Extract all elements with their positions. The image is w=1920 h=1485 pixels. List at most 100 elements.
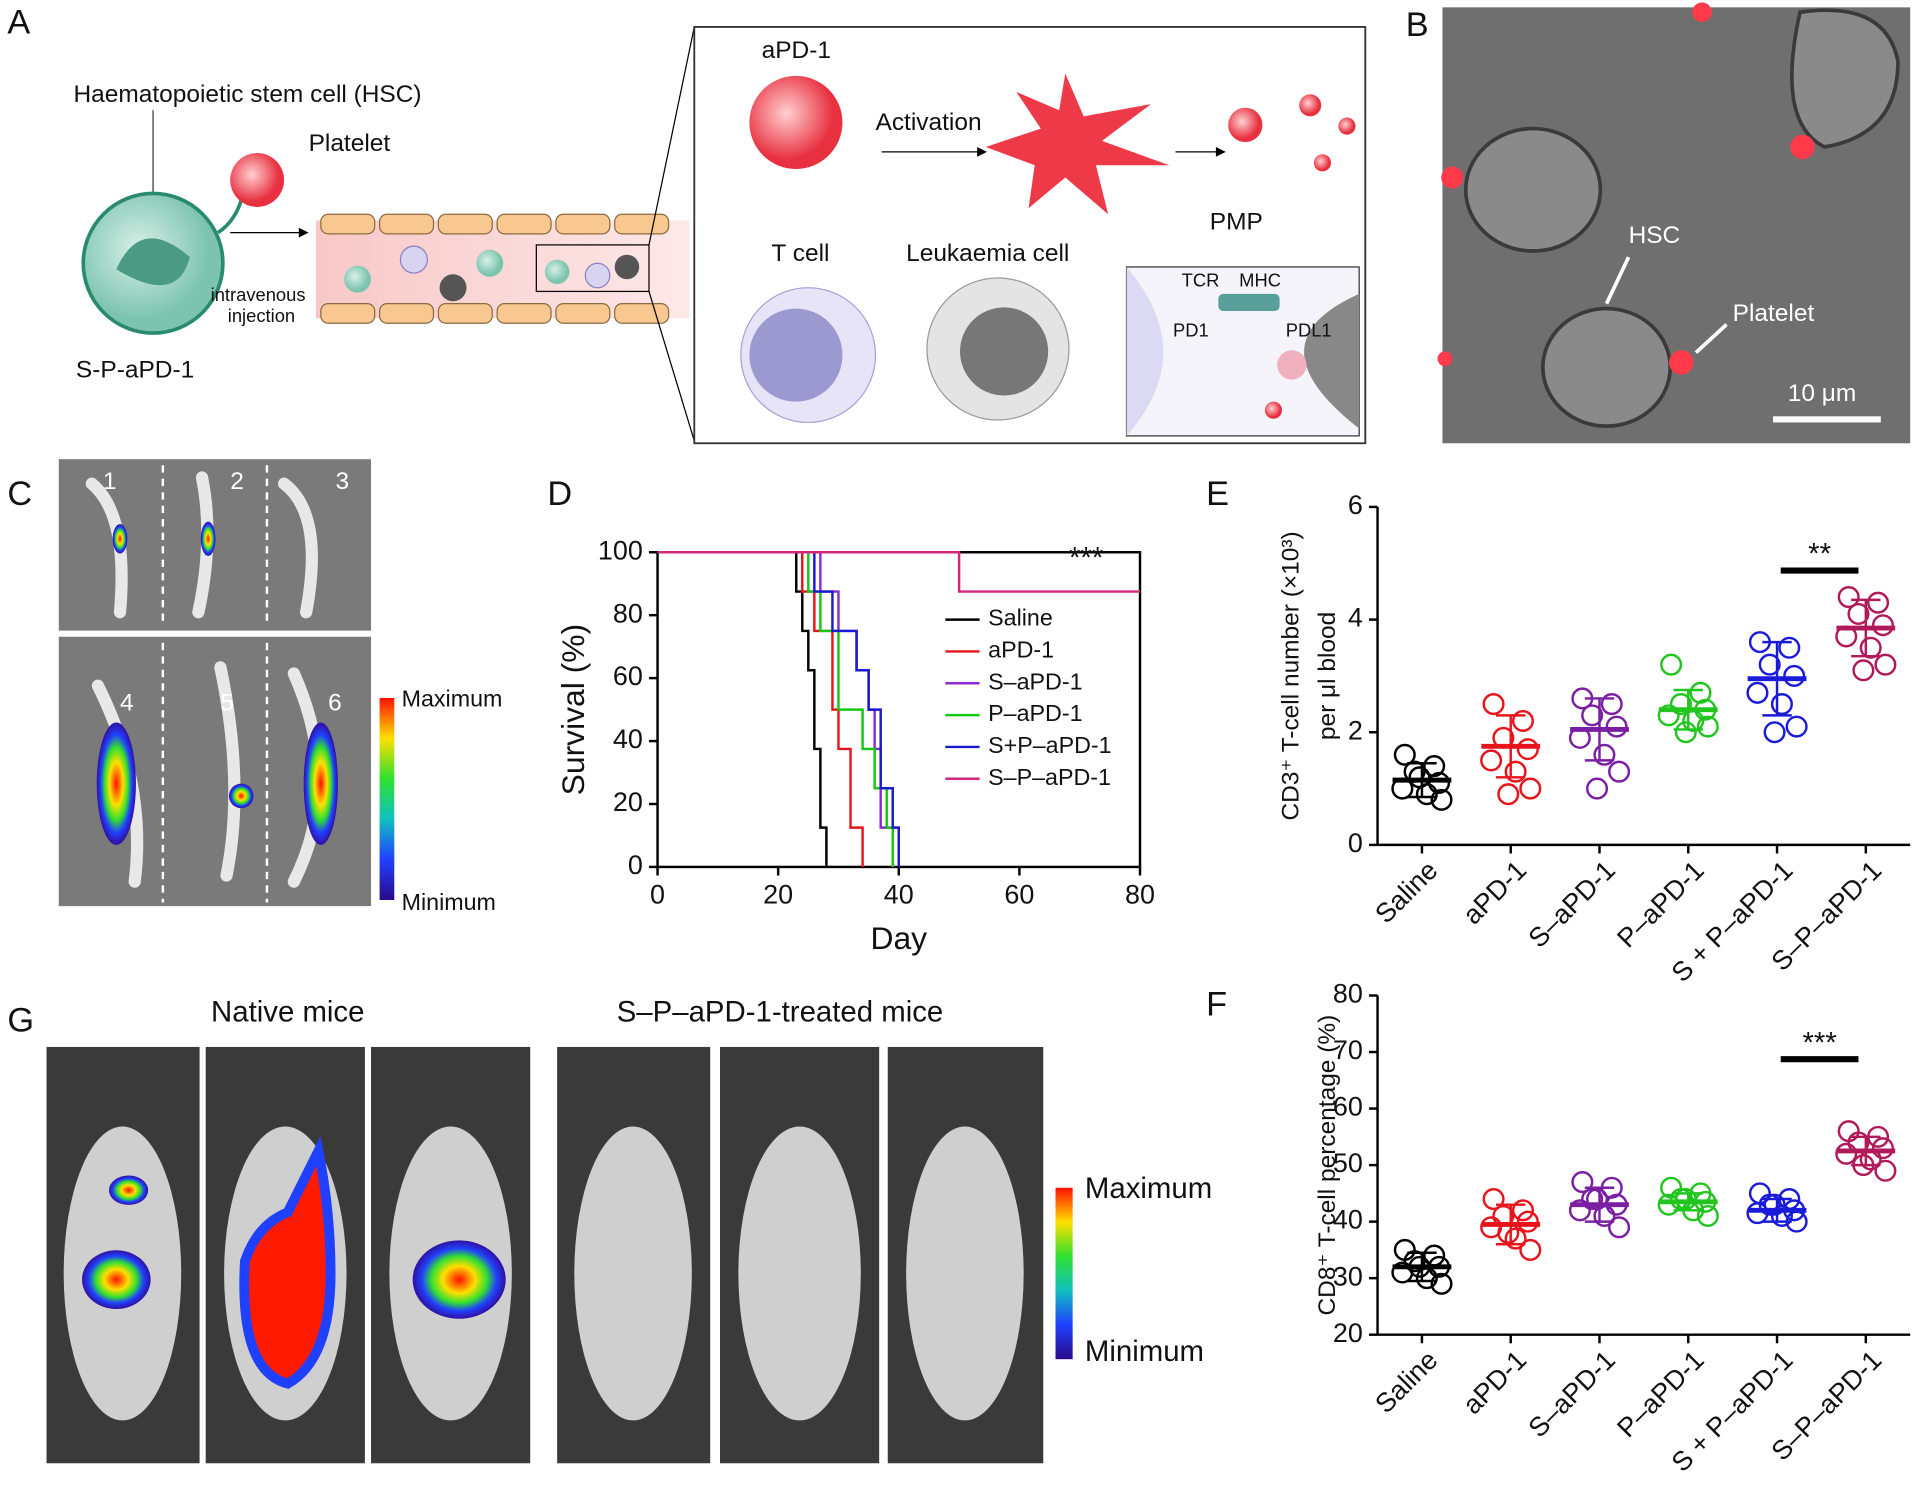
data-point [1482, 1188, 1505, 1211]
y-tick-label: 60 [613, 661, 643, 691]
data-point [1770, 693, 1793, 716]
data-point [1393, 743, 1416, 766]
data-point [1778, 636, 1801, 659]
legend-label: aPD-1 [988, 637, 1054, 663]
legend-label: S–aPD-1 [988, 668, 1082, 694]
y-tick-label: 0 [628, 850, 643, 880]
y-tick-label: 6 [1348, 490, 1363, 520]
color-max: Maximum [1085, 1172, 1212, 1205]
y-tick-label: 100 [598, 535, 643, 565]
data-point [1674, 1188, 1697, 1211]
y-tick-label: 70 [1333, 1035, 1363, 1065]
survival-line [657, 551, 894, 867]
data-point [1852, 659, 1875, 682]
x-tick-label: S–aPD-1 [1523, 855, 1621, 953]
y-tick-label: 4 [1348, 603, 1363, 633]
label-platelet: Platelet [309, 130, 391, 157]
x-tick-label: 40 [884, 879, 914, 909]
endothelium [320, 213, 670, 324]
group-title: S–P–aPD-1-treated mice [617, 996, 944, 1029]
data-point [1674, 721, 1697, 744]
data-point [1497, 783, 1520, 806]
panel-label: F [1206, 986, 1227, 1024]
data-point [1430, 1272, 1453, 1295]
data-point [1586, 1188, 1609, 1211]
blood-cells [344, 245, 640, 302]
y-tick-label: 2 [1348, 715, 1363, 745]
panel-label: B [1406, 6, 1429, 44]
legend-label: P–aPD-1 [988, 700, 1082, 726]
data-point [1519, 1238, 1542, 1261]
y-tick-label: 20 [613, 787, 643, 817]
color-min: Minimum [402, 889, 496, 915]
x-tick-label: 0 [650, 879, 665, 909]
y-tick-label: 60 [1333, 1092, 1363, 1122]
data-point [1504, 760, 1527, 783]
data-point [1874, 1159, 1897, 1182]
data-point [1605, 715, 1628, 738]
data-point [1568, 1199, 1591, 1222]
scale-bar [1773, 416, 1881, 423]
label-hsc: HSC [1629, 222, 1681, 249]
x-tick-label: Saline [1369, 855, 1443, 929]
data-point [1657, 704, 1680, 727]
zoom-lines [648, 26, 695, 441]
x-tick-label: 80 [1125, 879, 1155, 909]
l-nucleus [960, 307, 1049, 396]
data-point [1746, 1202, 1769, 1225]
survival-line [657, 551, 828, 867]
data-point [1874, 653, 1897, 676]
platelet [230, 153, 285, 207]
platelet [749, 75, 843, 169]
label-pmp: PMP [1210, 208, 1263, 235]
arrowhead [298, 227, 309, 238]
bone-number: 4 [120, 690, 134, 717]
label-hsc: Haematopoietic stem cell (HSC) [73, 81, 421, 108]
t-nucleus [749, 308, 843, 402]
data-point [1835, 1142, 1858, 1165]
y-tick-label: 0 [1348, 828, 1363, 858]
label-antibody: aPD-1 [762, 37, 831, 64]
data-point [1763, 721, 1786, 744]
panel-label: C [7, 475, 32, 513]
legend-label: S–P–aPD-1 [988, 764, 1111, 790]
label-construct: S-P-aPD-1 [76, 356, 194, 383]
linker [216, 195, 245, 235]
y-tick-label: 80 [613, 598, 643, 628]
bioluminescence [82, 1136, 506, 1389]
data-point [1600, 693, 1623, 716]
data-point [1770, 1204, 1793, 1227]
survival-line [657, 551, 1140, 593]
label-tcr: TCR [1182, 269, 1220, 290]
mouse-images [46, 1046, 1044, 1464]
label-injection: intravenous [211, 284, 306, 305]
data-point [1516, 738, 1539, 761]
x-tick-label: 60 [1004, 879, 1034, 909]
label-t-cell: T cell [771, 240, 829, 267]
data-point [1783, 664, 1806, 687]
label-activation: Activation [876, 109, 982, 136]
panel-label: D [547, 475, 572, 513]
label-mhc: MHC [1239, 269, 1281, 290]
annotation: *** [1802, 1026, 1836, 1059]
data-point [1586, 777, 1609, 800]
data-point [1763, 1193, 1786, 1216]
x-tick-label: aPD-1 [1457, 1345, 1532, 1420]
x-tick-label: aPD-1 [1457, 855, 1532, 930]
label-leukaemia: Leukaemia cell [906, 240, 1069, 267]
cells [1463, 8, 1900, 428]
data-point [1608, 1216, 1631, 1239]
data-point [1403, 1250, 1426, 1273]
legend-label: Saline [988, 605, 1053, 631]
color-bar [379, 697, 395, 900]
bone-numbers: 1 2 3 4 5 6 [103, 468, 349, 717]
data-point [1608, 760, 1631, 783]
platelets [1437, 2, 1815, 375]
color-max: Maximum [402, 686, 503, 712]
data-point [1516, 1210, 1539, 1233]
bone-number: 6 [328, 690, 342, 717]
bone-number: 2 [230, 468, 244, 495]
survival-line [657, 551, 900, 867]
data-point [1867, 591, 1890, 614]
